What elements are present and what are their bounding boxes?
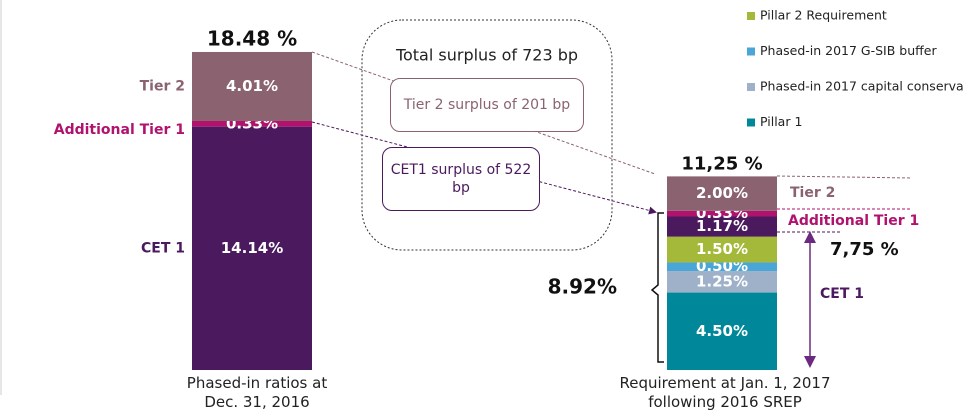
legend-swatch bbox=[747, 83, 755, 91]
legend-swatch bbox=[747, 47, 755, 56]
value-label: 1.50% bbox=[696, 240, 748, 258]
series-label: Tier 2 bbox=[140, 78, 185, 94]
tier2-surplus: Tier 2 surplus of 201 bp bbox=[390, 78, 584, 132]
total-label: 11,25 % bbox=[681, 153, 762, 174]
series-label: CET 1 bbox=[141, 240, 185, 256]
value-label: 4.50% bbox=[696, 322, 748, 340]
category-label: Phased-in ratios at Dec. 31, 2016 bbox=[186, 374, 328, 411]
series-label: Tier 2 bbox=[790, 185, 835, 201]
legend-swatch bbox=[747, 118, 755, 127]
value-label: 4.01% bbox=[226, 77, 278, 95]
cet1-surplus: CET1 surplus of 522 bp bbox=[382, 147, 540, 211]
bar-segment bbox=[667, 210, 777, 217]
bar-segment bbox=[192, 120, 312, 127]
series-label: CET 1 bbox=[820, 286, 864, 302]
bar-segment bbox=[192, 51, 312, 121]
series-label: Additional Tier 1 bbox=[54, 122, 185, 138]
legend-label: Phased-in 2017 G-SIB buffer bbox=[760, 43, 937, 58]
value-label: 1.17% bbox=[696, 217, 748, 235]
guide bbox=[776, 175, 913, 179]
legend-label: Pillar 1 bbox=[760, 114, 802, 129]
bracket-label: 8.92% bbox=[548, 275, 617, 299]
value-label: 1.25% bbox=[696, 272, 748, 290]
bar-segment bbox=[667, 271, 777, 293]
bar-segment bbox=[667, 292, 777, 370]
bracket bbox=[650, 212, 664, 363]
category-label: Requirement at Jan. 1, 2017 following 20… bbox=[619, 374, 831, 411]
legend-label: Pillar 2 Requirement bbox=[760, 8, 887, 23]
bar-segment bbox=[667, 236, 777, 263]
total-surplus: Total surplus of 723 bp bbox=[395, 46, 578, 65]
value-label: 2.00% bbox=[696, 184, 748, 202]
bar-segment bbox=[667, 176, 777, 211]
legend-swatch bbox=[747, 12, 755, 20]
bar-segment bbox=[192, 126, 312, 370]
requirement-label: 7,75 % bbox=[830, 239, 899, 260]
bar-segment bbox=[667, 262, 777, 272]
legend-label: Phased-in 2017 capital conservation buff… bbox=[760, 79, 963, 94]
bar-segment bbox=[667, 216, 777, 237]
series-label: Additional Tier 1 bbox=[788, 213, 919, 229]
value-label: 14.14% bbox=[221, 239, 283, 257]
total-label: 18.48 % bbox=[207, 26, 297, 50]
